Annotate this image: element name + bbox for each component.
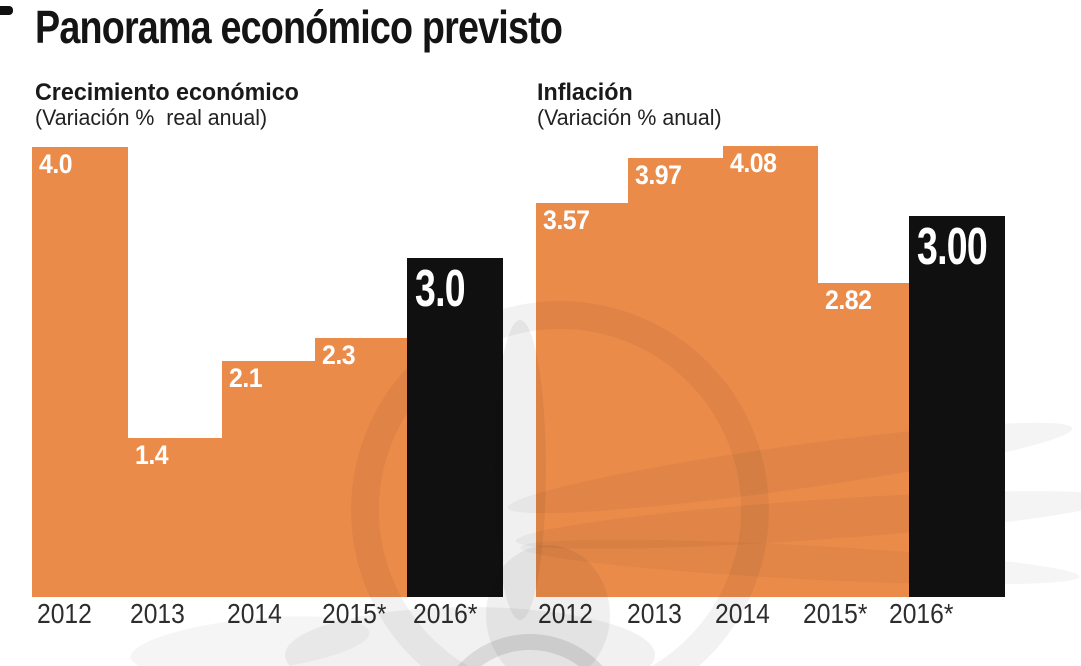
chart-title-crecimiento: Crecimiento económico [35, 79, 299, 106]
bar-value-label: 3.57 [543, 205, 590, 235]
bar-value-label: 1.4 [135, 440, 169, 470]
bar-value-label: 3.97 [635, 160, 682, 190]
year-label-2015: 2015* [803, 598, 868, 629]
year-label-2014: 2014 [715, 598, 770, 629]
year-label-2012: 2012 [37, 598, 92, 629]
chart-header-inflacion: Inflación (Variación % anual) [537, 80, 727, 130]
year-label-2016: 2016* [889, 598, 954, 629]
chart-subtitle-inflacion: (Variación % anual) [537, 105, 722, 130]
bar-2014: 4.08 [723, 146, 818, 597]
bar-2012: 3.57 [536, 203, 628, 597]
bar-2015: 2.82 [818, 283, 909, 597]
bar-2013: 1.4 [128, 438, 222, 597]
chart-header-crecimiento: Crecimiento económico (Variación % real … [35, 80, 307, 130]
year-label-2013: 2013 [627, 598, 682, 629]
chart-title-inflacion: Inflación [537, 79, 633, 106]
bar-value-label: 2.82 [825, 285, 872, 315]
bar-2016-forecast: 3.00 [909, 216, 1005, 597]
bar-2013: 3.97 [628, 158, 723, 597]
bar-value-label: 4.08 [730, 148, 777, 178]
year-label-2012: 2012 [538, 598, 593, 629]
bar-value-label: 2.1 [229, 363, 263, 393]
edge-crop-artifact [0, 6, 13, 15]
bar-value-label: 3.00 [917, 218, 988, 276]
bar-2012: 4.0 [32, 147, 128, 597]
bar-value-label: 4.0 [39, 149, 73, 179]
page-title: Panorama económico previsto [35, 1, 563, 53]
chart-subtitle-crecimiento: (Variación % real anual) [35, 105, 268, 130]
bar-value-label: 2.3 [322, 340, 356, 370]
bar-2014: 2.1 [222, 361, 315, 597]
